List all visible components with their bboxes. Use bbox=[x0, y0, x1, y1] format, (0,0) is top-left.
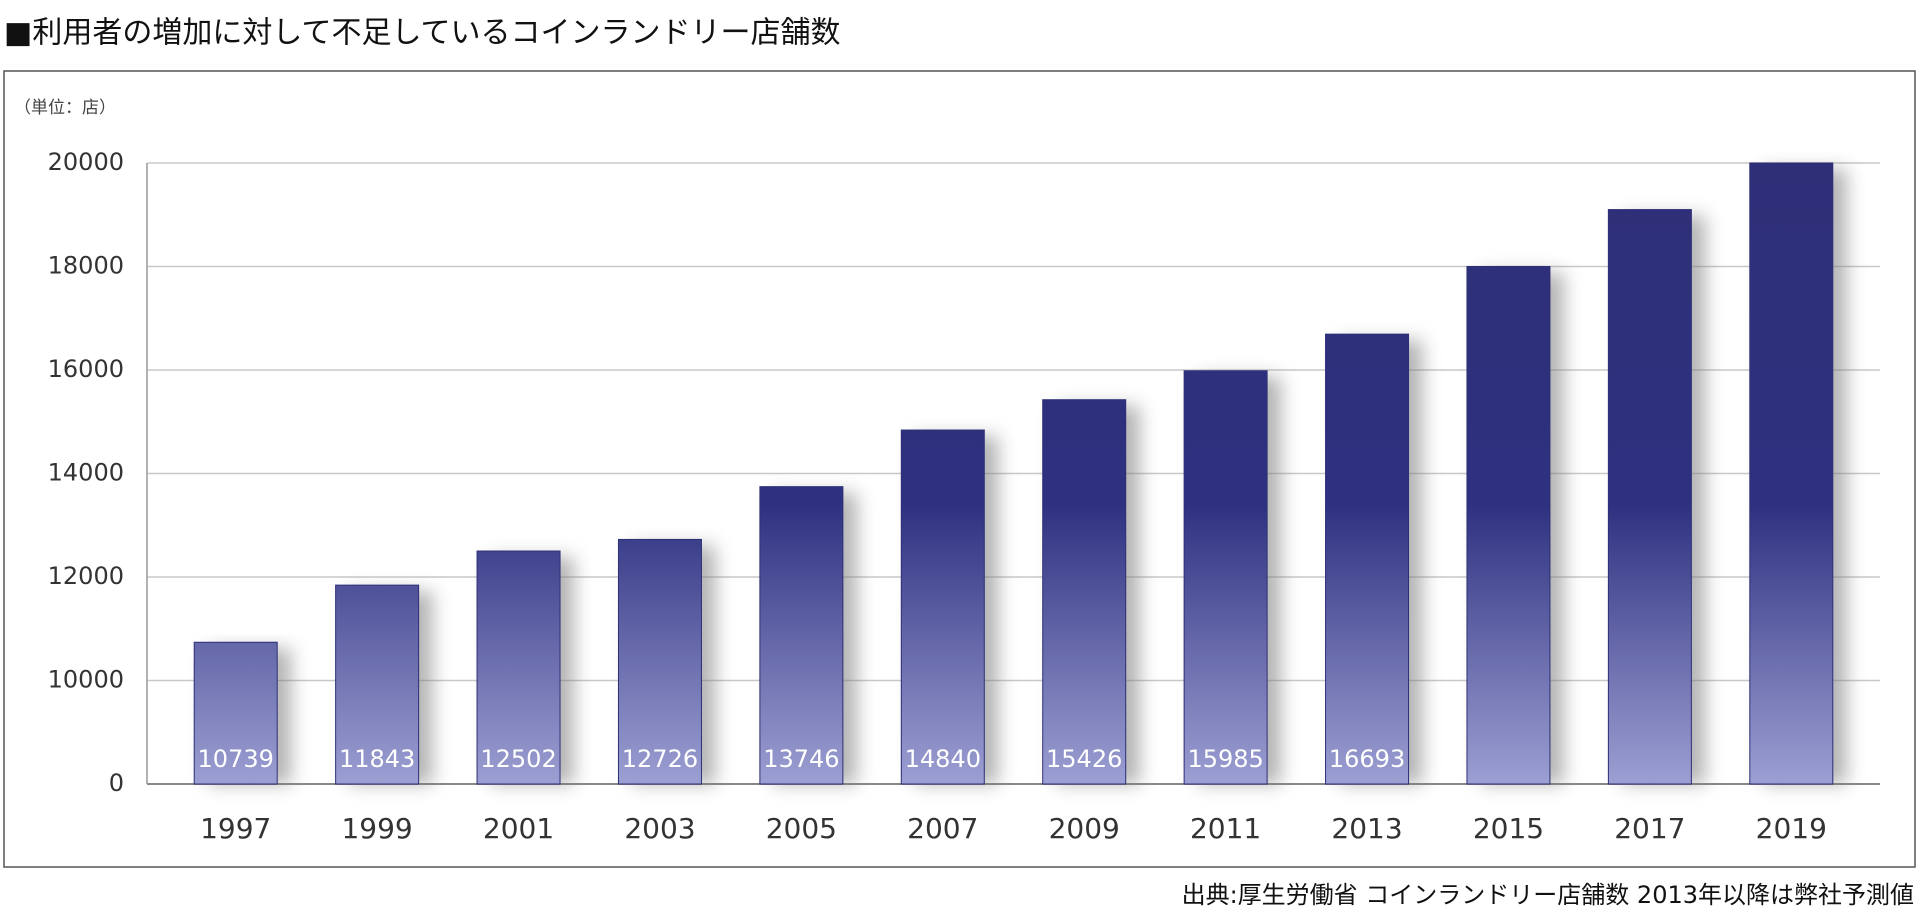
x-tick-label: 2005 bbox=[766, 812, 837, 845]
x-tick-label: 2017 bbox=[1614, 812, 1685, 845]
value-label: 12726 bbox=[622, 745, 698, 773]
x-tick-label: 2001 bbox=[483, 812, 554, 845]
value-label: 13746 bbox=[763, 745, 839, 773]
y-tick-label: 0 bbox=[109, 769, 124, 797]
bar bbox=[1325, 333, 1410, 785]
value-label: 16693 bbox=[1329, 745, 1405, 773]
value-label: 15426 bbox=[1046, 745, 1122, 773]
bar bbox=[193, 641, 278, 785]
value-label: 10739 bbox=[198, 745, 274, 773]
bar bbox=[900, 429, 985, 785]
bar bbox=[1607, 209, 1692, 785]
x-tick-label: 2015 bbox=[1473, 812, 1544, 845]
bar bbox=[335, 584, 420, 785]
value-label: 14840 bbox=[905, 745, 981, 773]
unit-label: （単位：店） bbox=[14, 98, 116, 118]
bar bbox=[1466, 266, 1551, 785]
bar bbox=[759, 486, 844, 785]
bar bbox=[1183, 370, 1268, 785]
y-tick-label: 14000 bbox=[48, 459, 124, 487]
value-label: 15985 bbox=[1187, 745, 1263, 773]
y-tick-label: 16000 bbox=[48, 355, 124, 383]
y-tick-label: 12000 bbox=[48, 562, 124, 590]
x-tick-label: 2019 bbox=[1756, 812, 1827, 845]
y-tick-label: 10000 bbox=[48, 666, 124, 694]
bar bbox=[1042, 399, 1127, 785]
x-tick-label: 2011 bbox=[1190, 812, 1261, 845]
x-tick-label: 1999 bbox=[341, 812, 412, 845]
value-label: 11843 bbox=[339, 745, 415, 773]
value-label: 12502 bbox=[480, 745, 556, 773]
y-tick-label: 18000 bbox=[48, 252, 124, 280]
y-tick-label: 20000 bbox=[48, 148, 124, 176]
chart-title: ■利用者の増加に対して不足しているコインランドリー店舗数 bbox=[4, 16, 841, 51]
x-tick-label: 2009 bbox=[1049, 812, 1120, 845]
bar bbox=[617, 538, 702, 785]
x-tick-label: 2007 bbox=[907, 812, 978, 845]
x-tick-label: 2003 bbox=[624, 812, 695, 845]
bar bbox=[476, 550, 561, 785]
source-note: 出典:厚生労働省 コインランドリー店舗数 2013年以降は弊社予測値 bbox=[1182, 881, 1914, 909]
x-tick-label: 2013 bbox=[1331, 812, 1402, 845]
plot: 0 10000 12000 14000 16000 18000 20000 1997 10739… bbox=[48, 148, 1880, 845]
x-tick-label: 1997 bbox=[200, 812, 271, 845]
frame bbox=[3, 70, 1916, 868]
bar bbox=[1749, 162, 1834, 785]
